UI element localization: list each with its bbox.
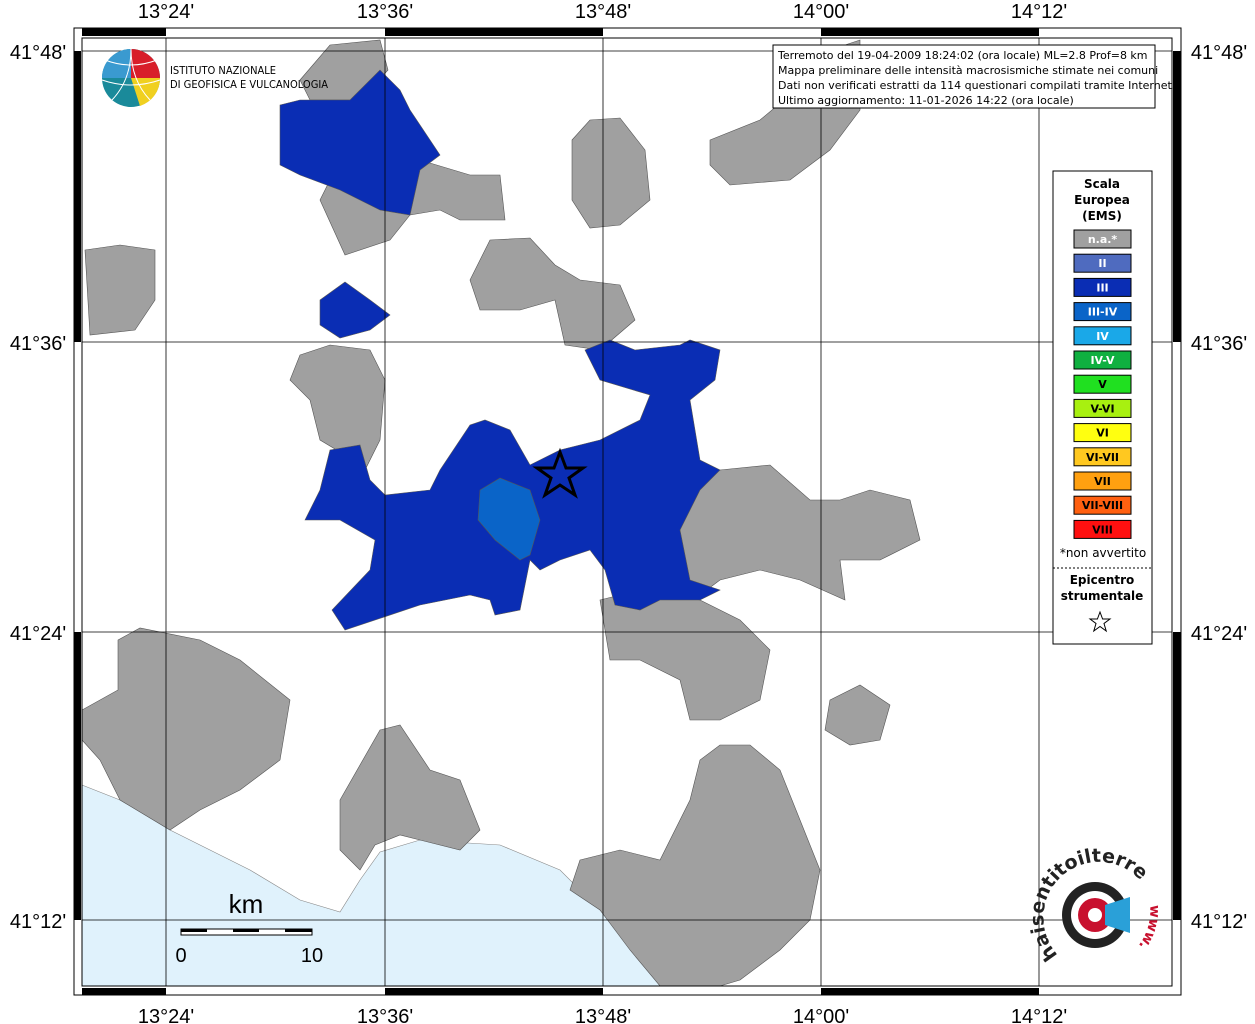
lon-label: 13°48' [575, 1006, 631, 1024]
logo-lines [101, 48, 161, 101]
lon-label: 13°36' [357, 1, 413, 23]
legend-label: VII [1094, 475, 1111, 488]
logo-ring [1088, 908, 1102, 922]
lon-label: 13°24' [138, 1006, 194, 1024]
legend-swatch [1073, 519, 1132, 539]
lat-label: 41°24' [10, 623, 66, 645]
scale-label: 10 [301, 945, 323, 967]
lon-label: 13°24' [138, 1, 194, 23]
legend-swatch [1073, 374, 1132, 394]
frame-band [385, 988, 603, 995]
frame-band [1173, 51, 1181, 342]
scale-label: 0 [175, 945, 186, 967]
frame-outer [73, 27, 1182, 996]
scale-bar: km 0 10 [175, 889, 323, 967]
municipality [279, 69, 441, 216]
municipality [569, 744, 821, 987]
legend-label: IV [1096, 330, 1109, 343]
legend-label: II [1098, 257, 1106, 270]
regions [81, 38, 1172, 987]
legend-swatch [1073, 423, 1132, 443]
lat-label: 41°36' [1191, 333, 1247, 355]
lat-label: 41°36' [10, 333, 66, 355]
grid: 13°24' 13°24' 13°36' 13°36' 13°48' 13°48' 14°0… [10, 1, 1247, 1024]
legend-swatch [1073, 277, 1132, 297]
legend-swatch [1073, 253, 1132, 273]
municipality [824, 684, 891, 746]
legend-label: IV-V [1090, 354, 1115, 367]
logo-speaker [1105, 897, 1130, 933]
legend: Scala Europea (EMS) *non avvertito Epice… [1052, 170, 1153, 645]
info-line: Ultimo aggiornamento: 11-01-2026 14:22 (… [778, 94, 1074, 107]
municipality [339, 724, 481, 871]
legend-star [1088, 610, 1112, 633]
municipality [469, 237, 636, 351]
info-line: Terremoto del 19-04-2009 18:24:02 (ora l… [777, 49, 1148, 62]
scale-seg [181, 929, 207, 932]
legend-swatch [1073, 495, 1132, 515]
legend-epicenter: Epicentro [1070, 573, 1135, 587]
scale-unit: km [229, 889, 264, 919]
frame-band [1173, 632, 1181, 920]
legend-swatch [1073, 447, 1132, 467]
info-line: Dati non verificati estratti da 114 ques… [778, 79, 1175, 92]
municipality [649, 464, 921, 601]
epicenter-star [532, 447, 588, 499]
lon-label: 14°00' [793, 1006, 849, 1024]
institute-logo: ISTITUTO NAZIONALE DI GEOFISICA E VULCAN… [101, 48, 328, 107]
lon-label: 14°00' [793, 1, 849, 23]
legend-label: V-VI [1090, 402, 1114, 415]
frame-band [74, 632, 81, 920]
legend-label: VIII [1092, 523, 1113, 536]
legend-label: V [1098, 378, 1107, 391]
scale-seg [285, 929, 312, 932]
frame-band [385, 28, 603, 36]
legend-label: n.a.* [1088, 233, 1118, 246]
frame-band [74, 51, 81, 342]
frame-band [82, 988, 166, 995]
frame-inner [81, 37, 1173, 987]
frame-band [821, 988, 1039, 995]
legend-label: VII-VIII [1082, 499, 1123, 512]
lon-label: 13°48' [575, 1, 631, 23]
municipality [84, 244, 156, 336]
lat-label: 41°48' [1191, 42, 1247, 64]
frame-band [821, 28, 1039, 36]
lat-label: 41°12' [10, 911, 66, 933]
legend-title: Europea [1074, 193, 1130, 207]
legend-note: *non avvertito [1060, 546, 1146, 560]
legend-title: (EMS) [1082, 209, 1122, 223]
legend-swatch [1073, 471, 1132, 491]
info-frame [772, 44, 1156, 109]
lat-label: 41°12' [1191, 911, 1247, 933]
legend-label: III [1096, 281, 1108, 294]
lat-label: 41°48' [10, 42, 66, 64]
frame-band [82, 28, 166, 36]
legend-swatch [1073, 326, 1132, 346]
legend-label: VI [1096, 427, 1109, 440]
institute-name: ISTITUTO NAZIONALE [170, 64, 276, 77]
info-line: Mappa preliminare delle intensità macros… [778, 64, 1158, 77]
legend-title: Scala [1084, 177, 1120, 191]
legend-epicenter: strumentale [1061, 589, 1144, 603]
info-box: Terremoto del 19-04-2009 18:24:02 (ora l… [772, 44, 1175, 109]
legend-label: VI-VII [1086, 451, 1119, 464]
municipality [319, 281, 391, 339]
legend-swatch [1073, 398, 1132, 418]
lon-label: 14°12' [1011, 1006, 1067, 1024]
lat-label: 41°24' [1191, 623, 1247, 645]
lon-label: 13°36' [357, 1006, 413, 1024]
legend-label: III-IV [1088, 306, 1118, 319]
municipality [477, 477, 541, 561]
municipality [571, 117, 651, 229]
frame [73, 27, 1182, 996]
legend-swatch [1073, 302, 1132, 322]
legend-swatch [1073, 229, 1132, 249]
lon-label: 14°12' [1011, 1, 1067, 23]
scale-seg [233, 929, 259, 932]
institute-name: DI GEOFISICA E VULCANOLOGIA [170, 78, 328, 91]
legend-swatch [1073, 350, 1132, 370]
